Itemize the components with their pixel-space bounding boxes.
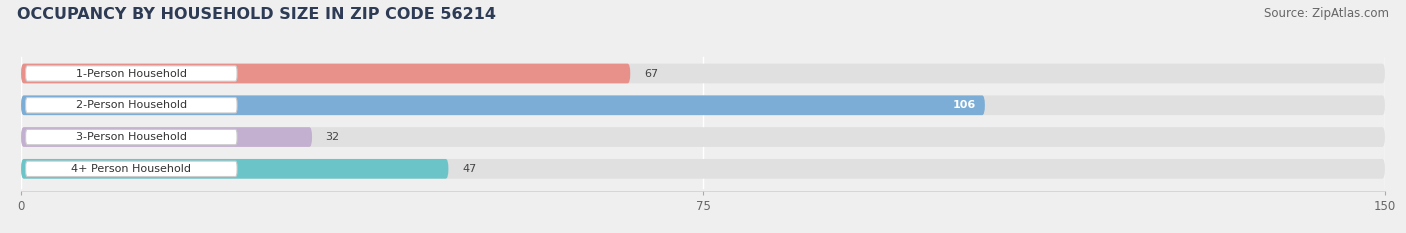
FancyBboxPatch shape bbox=[25, 129, 238, 145]
FancyBboxPatch shape bbox=[21, 159, 1385, 179]
FancyBboxPatch shape bbox=[21, 96, 1385, 115]
Text: 32: 32 bbox=[326, 132, 340, 142]
FancyBboxPatch shape bbox=[21, 64, 630, 83]
Text: Source: ZipAtlas.com: Source: ZipAtlas.com bbox=[1264, 7, 1389, 20]
FancyBboxPatch shape bbox=[21, 159, 449, 179]
FancyBboxPatch shape bbox=[21, 127, 312, 147]
FancyBboxPatch shape bbox=[25, 66, 238, 81]
Text: 3-Person Household: 3-Person Household bbox=[76, 132, 187, 142]
Text: 47: 47 bbox=[463, 164, 477, 174]
FancyBboxPatch shape bbox=[25, 161, 238, 177]
Text: 2-Person Household: 2-Person Household bbox=[76, 100, 187, 110]
Text: 106: 106 bbox=[952, 100, 976, 110]
FancyBboxPatch shape bbox=[21, 64, 1385, 83]
Text: OCCUPANCY BY HOUSEHOLD SIZE IN ZIP CODE 56214: OCCUPANCY BY HOUSEHOLD SIZE IN ZIP CODE … bbox=[17, 7, 496, 22]
Text: 4+ Person Household: 4+ Person Household bbox=[72, 164, 191, 174]
FancyBboxPatch shape bbox=[25, 98, 238, 113]
FancyBboxPatch shape bbox=[21, 127, 1385, 147]
Text: 1-Person Household: 1-Person Household bbox=[76, 69, 187, 79]
FancyBboxPatch shape bbox=[21, 96, 984, 115]
Text: 67: 67 bbox=[644, 69, 658, 79]
